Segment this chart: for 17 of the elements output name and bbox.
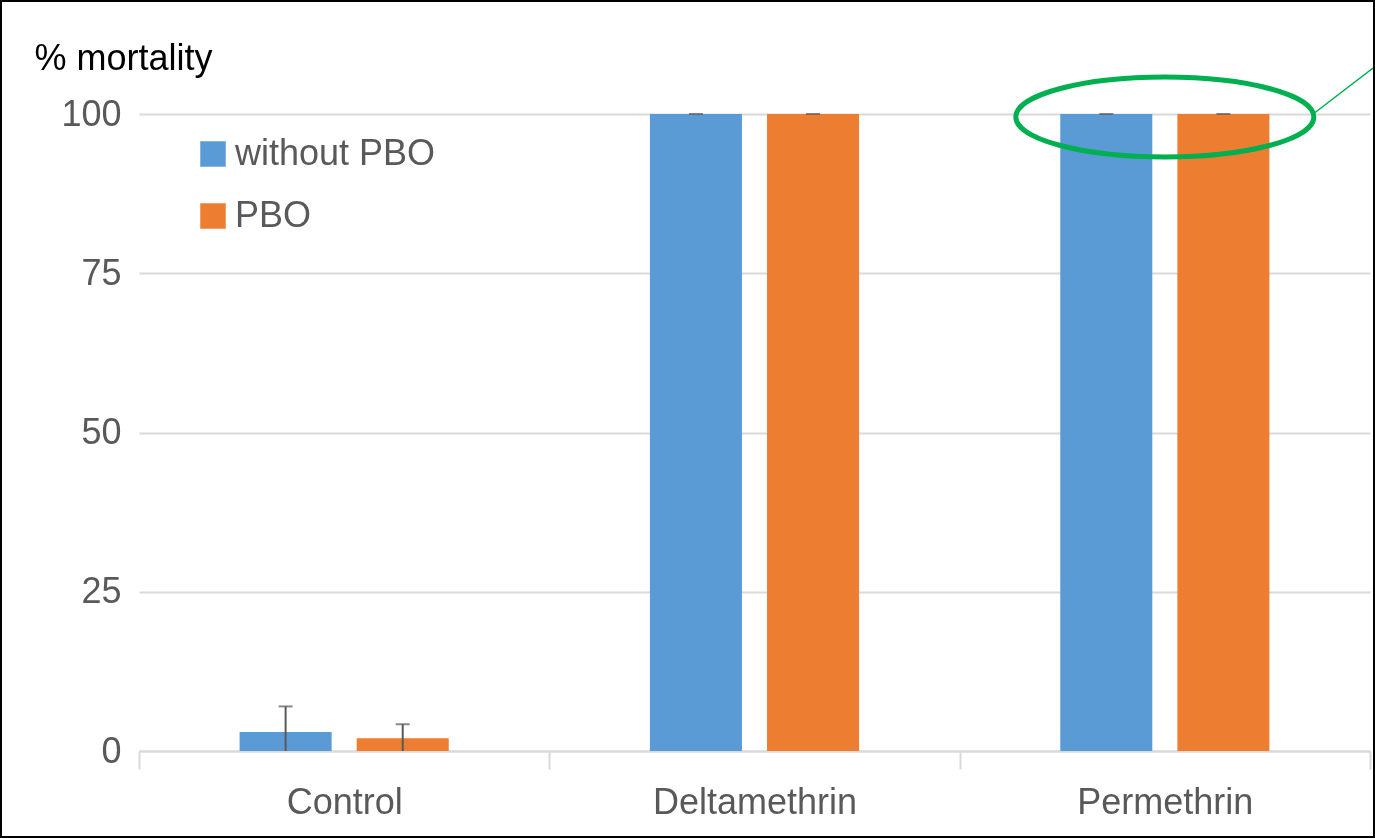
bar [356,738,449,751]
bar [239,731,332,751]
y-tick-label: 0 [101,729,122,771]
x-tick-label: Control [286,780,403,822]
y-tick-label: 100 [61,92,122,134]
legend-label: without PBO [234,132,436,173]
bar [649,114,742,751]
bar [1060,114,1153,751]
y-tick-label: 25 [81,570,122,612]
y-tick-label: 50 [81,411,122,452]
x-tick-label: Permethrin [1077,780,1254,822]
bar [1177,114,1270,751]
x-tick-label: Deltamethrin [652,780,858,822]
y-tick-label: 75 [81,251,122,293]
y-axis-title: % mortality [34,36,213,78]
bar [767,114,860,751]
legend-label: PBO [235,194,312,235]
